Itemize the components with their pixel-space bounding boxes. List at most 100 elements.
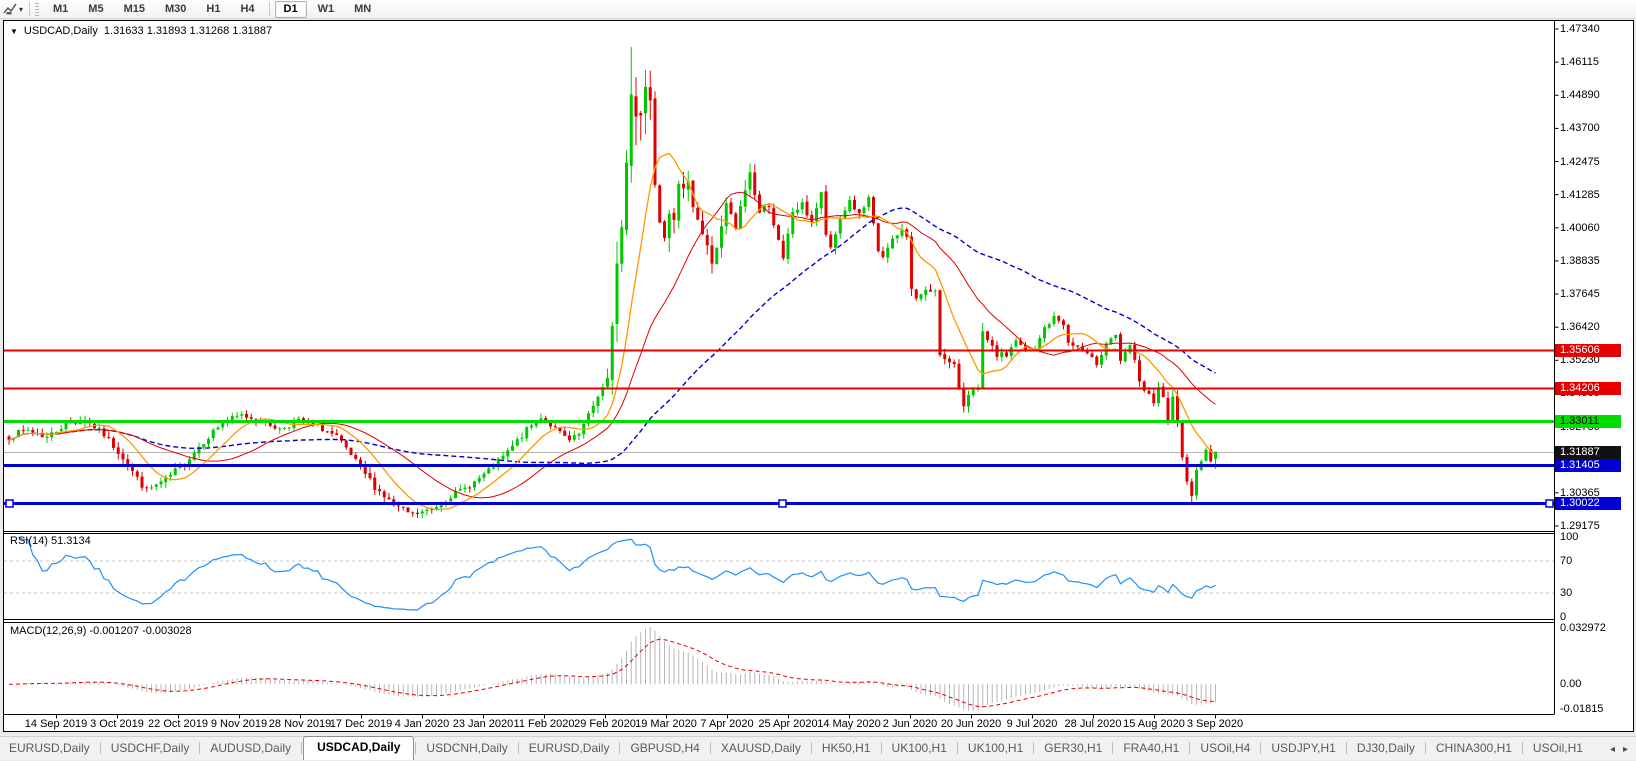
candle-body (211, 429, 215, 439)
candle-body (952, 361, 956, 365)
timeframe-button-h1[interactable]: H1 (206, 2, 221, 15)
candle-body (344, 440, 348, 448)
rsi-tick-label: 30 (1560, 587, 1573, 599)
candle-body (1057, 316, 1061, 321)
date-tick-label: 11 Feb 2020 (513, 718, 575, 730)
candle-body (135, 471, 139, 477)
price-tick-label: 1.41285 (1560, 188, 1600, 201)
chart-tab-xauusd-daily[interactable]: XAUUSD,Daily (720, 741, 801, 755)
candle-body (1109, 338, 1113, 344)
candle-body (948, 358, 951, 363)
timeframe-button-h4[interactable]: H4 (240, 2, 255, 15)
timeframe-button-m30[interactable]: M30 (164, 2, 187, 15)
chart-tab-uk100-h1[interactable]: UK100,H1 (967, 741, 1024, 755)
current-price-badge: 1.31887 (1555, 445, 1621, 459)
candle-body (786, 233, 790, 259)
date-axis[interactable]: 14 Sep 2019 3 Oct 2019 22 Oct 2019 9 Nov 20… (4, 718, 1554, 732)
candle-body (278, 428, 282, 430)
candle-body (7, 436, 11, 440)
chart-tab-audusd-daily[interactable]: AUDUSD,Daily (210, 741, 292, 755)
candle-body (140, 476, 144, 488)
chart-tab-uk100-h1[interactable]: UK100,H1 (891, 741, 947, 755)
candle-body (1185, 456, 1189, 482)
candle-body (1000, 352, 1004, 357)
tab-divider (709, 742, 711, 754)
candle-body (715, 247, 719, 265)
hline-handle[interactable] (1545, 499, 1554, 508)
candle-body (207, 438, 210, 444)
chart-tab-eurusd-daily[interactable]: EURUSD,Daily (9, 741, 90, 755)
price-tick-label: 1.47340 (1560, 23, 1600, 35)
candle-body (373, 477, 377, 490)
candle-body (202, 444, 206, 448)
candle-body (672, 212, 676, 220)
tab-divider (1345, 742, 1347, 754)
chart-title: USDCAD,Daily (23, 25, 98, 37)
chart-tab-eurusd-daily[interactable]: EURUSD,Daily (528, 741, 610, 755)
candle-body (188, 459, 191, 465)
candle-body (116, 447, 120, 454)
candle-body (710, 245, 714, 264)
chart-title-line: ▼ USDCAD,Daily 1.31633 1.31893 1.31268 1… (10, 25, 272, 37)
candle-body (848, 200, 852, 212)
timeframe-button-m5[interactable]: M5 (88, 2, 104, 15)
candle-body (938, 290, 942, 356)
price-badge-1.34206: 1.34206 (1555, 381, 1621, 395)
crosshair-tool-button[interactable]: ▾ (0, 1, 26, 17)
candle-body (943, 354, 947, 360)
sma-fast-line[interactable] (8, 152, 1216, 511)
chart-tab-usdcad-daily[interactable]: USDCAD,Daily (303, 736, 415, 760)
candle-body (378, 489, 381, 492)
chart-tab-usdcnh-daily[interactable]: USDCNH,Daily (426, 741, 508, 755)
toolbar-grip-handle[interactable] (35, 2, 40, 16)
candle-body (739, 205, 742, 229)
chart-tab-usdjpy-h1[interactable]: USDJPY,H1 (1271, 741, 1336, 755)
candle-body (368, 472, 372, 479)
candle-body (610, 326, 614, 381)
candle-body (824, 191, 828, 235)
timeframe-button-mn[interactable]: MN (354, 2, 372, 15)
candle-body (743, 190, 747, 207)
tab-divider (1424, 742, 1426, 754)
candle-body (1214, 451, 1217, 459)
candle-body (1076, 345, 1080, 347)
sma-slow-line[interactable] (8, 207, 1216, 465)
candle-body (525, 427, 529, 439)
candle-body (458, 488, 462, 491)
candle-body (439, 503, 443, 508)
date-tick-label: 28 Jul 2020 (1064, 718, 1122, 730)
hline-handle[interactable] (778, 499, 787, 508)
candle-body (416, 512, 419, 514)
price-tick-label: 1.37645 (1560, 288, 1600, 301)
tool-dropdown-caret-icon[interactable]: ▾ (19, 4, 24, 14)
scroll-left-icon[interactable]: ◂ (1609, 744, 1615, 755)
candle-body (1014, 340, 1018, 347)
hline-handle[interactable] (5, 499, 14, 508)
candle-body (21, 430, 25, 432)
symbol-dropdown-caret-icon[interactable]: ▼ (10, 26, 18, 36)
timeframe-button-d1[interactable]: D1 (274, 0, 307, 18)
scroll-right-icon[interactable]: ▸ (1622, 744, 1628, 755)
timeframe-button-w1[interactable]: W1 (317, 2, 335, 15)
price-scale[interactable]: 1.47340 1.46115 1.44890 1.43700 1.42475 1.412… (1555, 21, 1633, 731)
chart-canvas[interactable] (4, 21, 1633, 731)
chart-tab-dj30-daily[interactable]: DJ30,Daily (1356, 741, 1415, 755)
chart-tab-ger30-h1[interactable]: GER30,H1 (1044, 741, 1103, 755)
candle-body (1147, 390, 1151, 394)
chart-tab-china300-h1[interactable]: CHINA300,H1 (1435, 741, 1512, 755)
candle-body (216, 427, 220, 430)
chart-tab-gbpusd-h4[interactable]: GBPUSD,H4 (630, 741, 700, 755)
candle-body (335, 433, 339, 436)
chart-tab-usoil-h1[interactable]: USOil,H1 (1532, 741, 1583, 755)
candle-body (1090, 353, 1094, 358)
chart-tab-usdchf-daily[interactable]: USDCHF,Daily (110, 741, 190, 755)
candle-body (169, 474, 172, 477)
timeframe-button-m1[interactable]: M1 (53, 2, 69, 15)
chart-tab-fra40-h1[interactable]: FRA40,H1 (1123, 741, 1180, 755)
chart-tab-hk50-h1[interactable]: HK50,H1 (821, 741, 871, 755)
price-tick-label: 1.46115 (1560, 56, 1599, 69)
chart-tab-usoil-h4[interactable]: USOil,H4 (1200, 741, 1251, 755)
candle-body (696, 208, 700, 220)
candle-body (720, 226, 723, 248)
timeframe-button-m15[interactable]: M15 (123, 2, 145, 15)
